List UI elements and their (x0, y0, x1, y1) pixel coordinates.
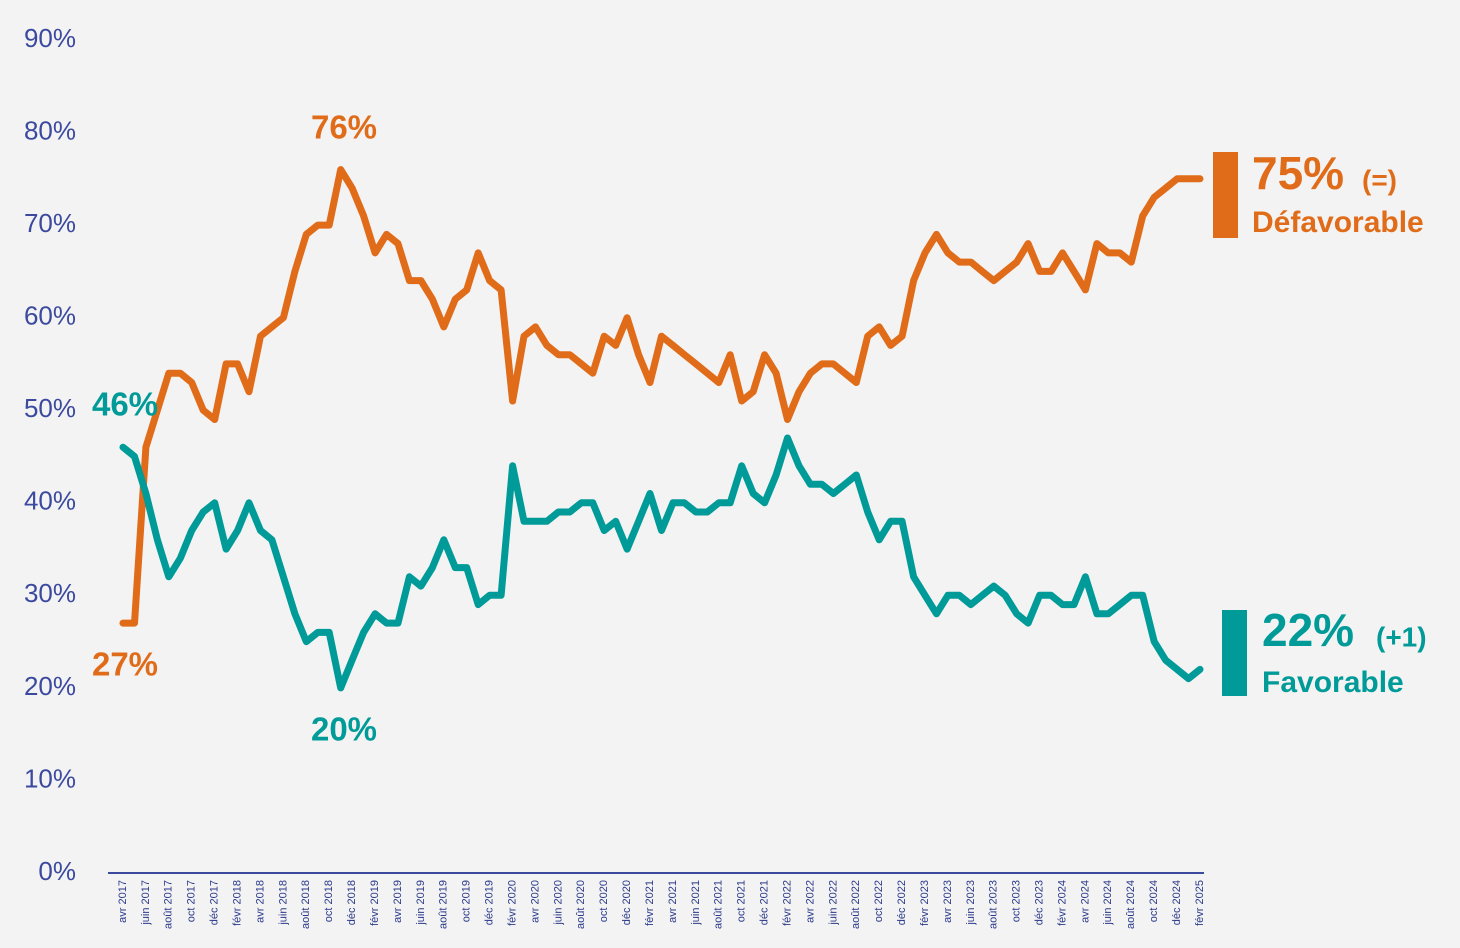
x-tick-label: avr 2024 (1079, 880, 1091, 923)
x-tick-label: déc 2019 (484, 880, 496, 925)
end-value: 75% (1252, 147, 1344, 199)
x-tick-label: août 2022 (850, 880, 862, 929)
x-tick-label: déc 2021 (759, 880, 771, 925)
y-tick-label: 40% (24, 486, 76, 516)
x-tick-label: déc 2020 (621, 880, 633, 925)
x-tick-label: juin 2018 (277, 880, 289, 926)
x-tick-label: août 2018 (300, 880, 312, 929)
x-tick-label: avr 2021 (667, 880, 679, 923)
series-line (119, 434, 1204, 692)
y-tick-label: 60% (24, 301, 76, 331)
x-tick-label: oct 2020 (598, 880, 610, 922)
x-tick-label: août 2024 (1125, 880, 1137, 929)
x-tick-label: août 2017 (163, 880, 175, 929)
annotation: 20% (311, 711, 377, 748)
x-tick-label: juin 2019 (415, 880, 427, 926)
x-tick-label: févr 2021 (644, 880, 656, 926)
end-change: (=) (1362, 164, 1397, 195)
annotation: 46% (92, 386, 158, 423)
x-tick-label: août 2023 (988, 880, 1000, 929)
x-tick-label: juin 2021 (690, 880, 702, 926)
annotation: 27% (92, 646, 158, 683)
x-tick-label: juin 2017 (140, 880, 152, 926)
x-tick-label: oct 2018 (323, 880, 335, 922)
x-tick-label: oct 2017 (186, 880, 198, 922)
x-tick-label: févr 2018 (231, 880, 243, 926)
x-tick-label: déc 2023 (1034, 880, 1046, 925)
legend-swatch (1222, 610, 1247, 696)
x-tick-label: juin 2023 (965, 880, 977, 926)
y-tick-label: 10% (24, 763, 76, 793)
x-tick-label: avr 2018 (254, 880, 266, 923)
x-tick-label: févr 2020 (506, 880, 518, 926)
legend-label: Défavorable (1252, 206, 1424, 239)
x-tick-label: avr 2020 (529, 880, 541, 923)
annotation: 76% (311, 109, 377, 146)
x-tick-label: avr 2022 (804, 880, 816, 923)
x-tick-label: oct 2024 (1148, 880, 1160, 922)
x-tick-label: juin 2024 (1102, 880, 1114, 926)
end-value: 22% (1262, 604, 1354, 656)
x-tick-label: oct 2023 (1011, 880, 1023, 922)
x-tick-label: févr 2024 (1056, 880, 1068, 926)
x-tick-label: déc 2017 (209, 880, 221, 925)
x-tick-label: oct 2021 (736, 880, 748, 922)
x-tick-label: déc 2024 (1171, 880, 1183, 925)
x-tick-label: juin 2020 (552, 880, 564, 926)
y-tick-label: 70% (24, 208, 76, 238)
y-tick-label: 30% (24, 578, 76, 608)
x-tick-label: oct 2022 (873, 880, 885, 922)
x-tick-label: févr 2022 (781, 880, 793, 926)
legend-swatch (1213, 152, 1238, 238)
x-tick-label: févr 2019 (369, 880, 381, 926)
x-tick-label: août 2019 (438, 880, 450, 929)
x-tick-label: déc 2018 (346, 880, 358, 925)
y-tick-label: 80% (24, 115, 76, 145)
y-tick-label: 90% (24, 23, 76, 53)
x-tick-label: juin 2022 (827, 880, 839, 926)
x-tick-label: août 2021 (713, 880, 725, 929)
legend-label: Favorable (1262, 666, 1404, 699)
x-tick-label: avr 2017 (117, 880, 129, 923)
x-tick-label: avr 2023 (942, 880, 954, 923)
end-change: (+1) (1376, 621, 1427, 652)
x-tick-label: déc 2022 (896, 880, 908, 925)
x-tick-label: avr 2019 (392, 880, 404, 923)
x-tick-label: févr 2025 (1194, 880, 1206, 926)
y-tick-label: 20% (24, 671, 76, 701)
series-line (119, 166, 1204, 627)
y-tick-label: 0% (38, 856, 76, 886)
x-tick-label: févr 2023 (919, 880, 931, 926)
y-tick-label: 50% (24, 393, 76, 423)
x-tick-label: oct 2019 (461, 880, 473, 922)
x-tick-label: août 2020 (575, 880, 587, 929)
